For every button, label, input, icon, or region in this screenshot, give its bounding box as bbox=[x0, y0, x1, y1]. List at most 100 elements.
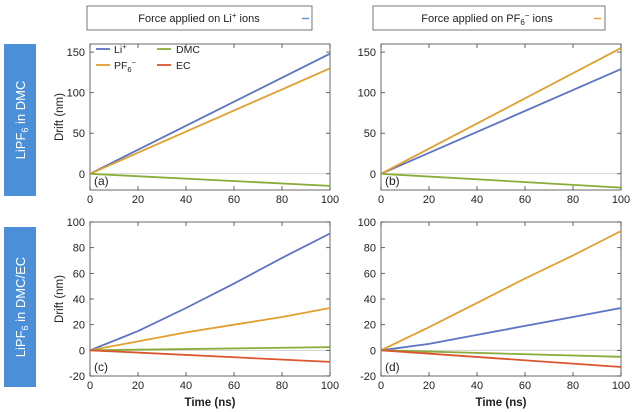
x-tick-label: 20 bbox=[132, 194, 144, 206]
y-tick-label: 0 bbox=[370, 345, 376, 357]
row-label-dmc-ec: LiPF6 in DMC/EC bbox=[4, 227, 36, 387]
y-tick-label: 100 bbox=[358, 217, 376, 229]
y-axis-label: Drift (nm) bbox=[54, 93, 66, 141]
y-tick-label: 40 bbox=[364, 294, 376, 306]
y-tick-label: 50 bbox=[73, 128, 85, 140]
y-tick-label: 20 bbox=[364, 320, 376, 332]
row-label-dmc-ec-sub: 6 bbox=[20, 325, 30, 330]
legend-label-li: Li bbox=[114, 44, 122, 56]
panel-b: 0 20 40 60 80 100 0 50 100 150 (b) bbox=[358, 43, 630, 206]
column-header-pf6-sub: 6 bbox=[520, 18, 525, 27]
series-line-ec bbox=[380, 349, 622, 368]
row-label-dmc-bg bbox=[4, 44, 36, 196]
x-tick-label: 40 bbox=[180, 194, 192, 206]
svg-text:Force applied on Li+ ions: Force applied on Li+ ions bbox=[138, 11, 260, 25]
row-label-dmc-ec-a: LiPF bbox=[13, 330, 28, 357]
legend-item-pf6: PF6− bbox=[96, 58, 137, 74]
y-tick-label: 60 bbox=[73, 268, 85, 280]
y-tick-label: 150 bbox=[358, 47, 376, 59]
row-label-dmc-ec-bg bbox=[4, 227, 36, 387]
svg-text:Force applied on PF6− ions: Force applied on PF6− ions bbox=[421, 11, 553, 27]
x-tick-label: 60 bbox=[228, 194, 240, 206]
x-axis-label: Time (ns) bbox=[476, 397, 527, 409]
y-tick-label: 0 bbox=[79, 345, 85, 357]
x-tick-label: 60 bbox=[519, 380, 531, 392]
x-tick-label: 20 bbox=[132, 380, 144, 392]
x-tick-label: 100 bbox=[612, 380, 630, 392]
legend-item-dmc: DMC bbox=[157, 44, 200, 56]
row-label-dmc-sub: 6 bbox=[20, 128, 30, 133]
row-label-dmc: LiPF6 in DMC bbox=[4, 44, 36, 196]
svg-text:LiPF6 in DMC/EC: LiPF6 in DMC/EC bbox=[13, 257, 30, 357]
legend-label-li-sup: + bbox=[122, 42, 127, 51]
column-header-pf6: Force applied on PF6− ions bbox=[372, 5, 606, 31]
y-tick-label: 0 bbox=[370, 169, 376, 181]
x-tick-label: 60 bbox=[519, 194, 531, 206]
x-tick-label: 100 bbox=[612, 194, 630, 206]
y-tick-label: -20 bbox=[360, 371, 376, 383]
panel-label: (c) bbox=[94, 360, 108, 374]
legend-item-ec: EC bbox=[157, 60, 191, 72]
panel-a: 0 20 40 60 80 100 0 50 100 150 (a) Drift (nm) bbox=[54, 43, 339, 206]
x-tick-label: 60 bbox=[228, 380, 240, 392]
y-axis-label: Drift (nm) bbox=[54, 275, 66, 323]
x-tick-label: 20 bbox=[423, 194, 435, 206]
x-tick-label: 40 bbox=[180, 380, 192, 392]
legend-label-pf6: PF bbox=[114, 60, 127, 72]
column-header-pf6-post: ions bbox=[529, 13, 553, 25]
column-header-li-sup: + bbox=[232, 11, 237, 20]
series-line-dmc bbox=[380, 349, 622, 358]
series-line-li bbox=[380, 307, 622, 352]
x-tick-label: 0 bbox=[87, 194, 93, 206]
column-header-li-text: Force applied on Li bbox=[138, 13, 232, 25]
row-label-dmc-b: in DMC bbox=[13, 81, 28, 128]
legend-label-ec: EC bbox=[176, 60, 191, 72]
y-tick-label: -20 bbox=[69, 371, 85, 383]
series-line-li bbox=[89, 52, 331, 175]
plot-frame bbox=[89, 43, 331, 191]
legend-item-li: Li+ bbox=[96, 42, 127, 56]
row-label-dmc-ec-b: in DMC/EC bbox=[13, 257, 28, 326]
x-tick-label: 80 bbox=[567, 194, 579, 206]
column-header-pf6-sup: − bbox=[525, 11, 530, 20]
y-tick-label: 80 bbox=[364, 243, 376, 255]
y-tick-label: 100 bbox=[67, 88, 85, 100]
svg-text:PF6−: PF6− bbox=[114, 58, 137, 74]
series-line-ec bbox=[89, 349, 331, 363]
y-tick-label: 50 bbox=[364, 128, 376, 140]
series-line-dmc bbox=[89, 172, 331, 187]
x-tick-label: 100 bbox=[321, 194, 339, 206]
x-tick-label: 0 bbox=[378, 380, 384, 392]
panel-label: (b) bbox=[385, 174, 400, 188]
y-tick-label: 60 bbox=[364, 268, 376, 280]
series-line-pf6 bbox=[89, 67, 331, 175]
x-tick-label: 80 bbox=[276, 380, 288, 392]
legend-label-pf6-sub: 6 bbox=[127, 65, 131, 74]
x-axis-label: Time (ns) bbox=[185, 397, 236, 409]
x-tick-label: 80 bbox=[567, 380, 579, 392]
series-line-pf6 bbox=[380, 230, 622, 352]
legend: Li+ DMC PF6− EC bbox=[96, 42, 200, 74]
series-line-dmc bbox=[380, 172, 622, 189]
x-tick-label: 40 bbox=[471, 380, 483, 392]
column-header-pf6-text: Force applied on PF bbox=[421, 13, 520, 25]
y-tick-label: 20 bbox=[73, 320, 85, 332]
column-header-li: Force applied on Li+ ions bbox=[86, 5, 313, 31]
series-line-pf6 bbox=[89, 307, 331, 352]
row-label-dmc-a: LiPF bbox=[13, 133, 28, 160]
y-tick-label: 80 bbox=[73, 243, 85, 255]
series-line-li bbox=[380, 68, 622, 175]
y-tick-label: 100 bbox=[358, 88, 376, 100]
panel-label: (a) bbox=[94, 174, 109, 188]
column-header-li-post: ions bbox=[236, 13, 260, 25]
x-tick-label: 0 bbox=[87, 380, 93, 392]
y-tick-label: 150 bbox=[67, 47, 85, 59]
series-line-li bbox=[89, 232, 331, 352]
x-tick-label: 80 bbox=[276, 194, 288, 206]
legend-label-dmc: DMC bbox=[176, 44, 200, 56]
series-line-dmc bbox=[89, 346, 331, 352]
svg-text:Li+: Li+ bbox=[114, 42, 127, 56]
